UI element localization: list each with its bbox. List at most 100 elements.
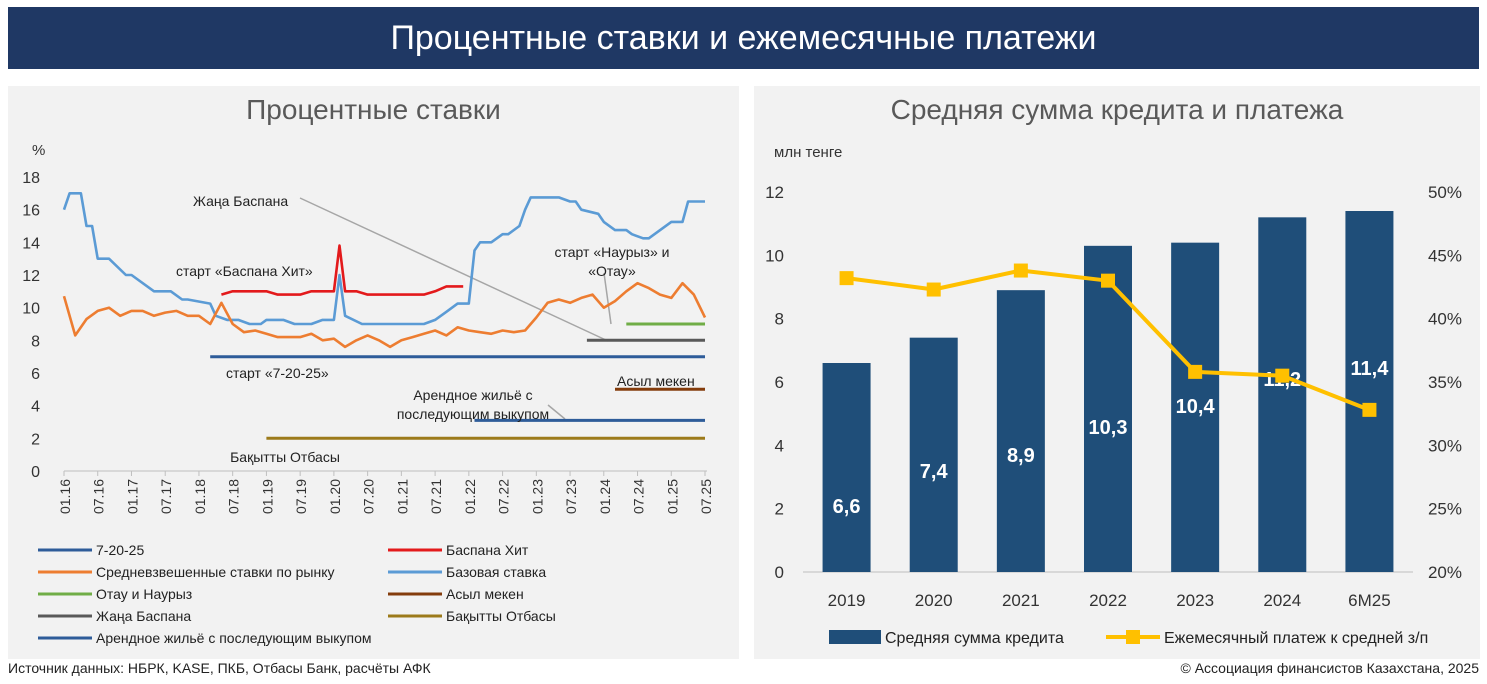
annotation-label: Бақытты Отбасы xyxy=(230,449,340,465)
annotation-label: старт «Наурыз» и «Отау» xyxy=(555,244,670,279)
rates-chart: % 0 2 4 6 8 10 12 14 16 18 01.16 07.16 01.17 07.17 01.1… xyxy=(22,142,714,646)
bar xyxy=(1258,217,1307,573)
legend-label: Отау и Наурыз xyxy=(96,586,192,602)
legend-label: Ежемесячный платеж к средней з/п xyxy=(1164,630,1428,647)
annotation-label: Асыл мекен xyxy=(617,373,695,389)
y-tick-label: 4 xyxy=(31,399,40,416)
data-source: Источник данных: НБРК, KASE, ПКБ, Отбасы… xyxy=(8,660,431,676)
bar xyxy=(1171,242,1220,572)
y-tick-label: 10 xyxy=(765,246,784,265)
x-tick-label: 01.22 xyxy=(462,479,478,514)
x-tick-label: 01.20 xyxy=(327,479,343,514)
x-tick-label: 2024 xyxy=(1263,591,1301,610)
series-line-1 xyxy=(221,244,464,296)
legend-label: Средняя сумма кредита xyxy=(885,630,1064,647)
y-tick-label: 2 xyxy=(775,500,784,519)
y-axis-unit: % xyxy=(32,142,45,159)
payment-ratio-marker xyxy=(1362,402,1377,417)
series-line-3 xyxy=(62,192,705,326)
x-tick-label: 6M25 xyxy=(1348,591,1391,610)
payment-ratio-marker xyxy=(1188,364,1203,379)
series-line-2 xyxy=(62,281,707,349)
x-tick-label: 01.21 xyxy=(394,479,410,514)
legend-label: Жаңа Баспана xyxy=(96,608,191,624)
bar-value-label: 10,4 xyxy=(1176,396,1216,418)
y-tick-label: 6 xyxy=(31,366,40,383)
banner-title: Процентные ставки и ежемесячные платежи xyxy=(8,7,1479,69)
bar xyxy=(822,363,871,572)
x-tick-label: 07.25 xyxy=(698,479,714,514)
x-tick-label: 01.16 xyxy=(57,479,73,514)
annotation-label: старт «Баспана Хит» xyxy=(176,263,313,279)
x-tick-label: 07.22 xyxy=(496,479,512,514)
y-tick-label: 6 xyxy=(775,373,784,392)
x-tick-label: 07.23 xyxy=(563,479,579,514)
x-tick-label: 07.16 xyxy=(91,479,107,514)
y2-tick-label: 45% xyxy=(1428,246,1462,265)
x-tick-label: 2022 xyxy=(1089,591,1127,610)
payment-ratio-marker xyxy=(1013,263,1028,278)
bar-value-label: 8,9 xyxy=(1007,445,1035,467)
rates-chart-title: Процентные ставки xyxy=(246,94,501,125)
payment-ratio-marker xyxy=(839,271,854,286)
x-tick-label: 07.19 xyxy=(293,479,309,514)
legend-swatch xyxy=(829,630,881,644)
x-tick-label: 07.20 xyxy=(361,479,377,514)
bar xyxy=(1084,245,1132,573)
bar xyxy=(1345,211,1394,572)
loan-chart: млн тенге 0 2 4 6 8 10 12 20% 25% 30% 35% 40% 45% 50% 6… xyxy=(765,144,1462,647)
annotation-leader-line xyxy=(547,404,566,420)
y-tick-label: 0 xyxy=(31,464,40,481)
x-tick-label: 2020 xyxy=(915,591,953,610)
annotation-leader-line xyxy=(299,197,609,342)
y-tick-label: 4 xyxy=(775,436,784,455)
legend-label: Арендное жильё с последующим выкупом xyxy=(96,630,372,646)
y2-tick-label: 20% xyxy=(1428,563,1462,582)
y-tick-label: 0 xyxy=(775,563,784,582)
bar-value-label: 11,4 xyxy=(1351,358,1390,380)
y2-tick-label: 25% xyxy=(1428,500,1462,519)
y-tick-label: 16 xyxy=(22,203,40,220)
legend-label: Баспана Хит xyxy=(446,542,529,558)
x-tick-label: 01.17 xyxy=(124,479,140,514)
x-tick-label: 07.21 xyxy=(428,479,444,514)
legend-label: Асыл мекен xyxy=(446,586,524,602)
legend-label: Базовая ставка xyxy=(446,564,546,580)
annotation-label: старт «7-20-25» xyxy=(226,365,329,381)
annotation-leader-line xyxy=(603,272,612,325)
payment-ratio-marker xyxy=(1275,368,1290,383)
x-tick-label: 01.24 xyxy=(597,479,613,514)
y-tick-label: 12 xyxy=(22,268,40,285)
y-tick-label: 8 xyxy=(775,310,784,329)
y-tick-label: 8 xyxy=(31,333,40,350)
y-tick-label: 2 xyxy=(31,431,40,448)
bar-value-label: 6,6 xyxy=(833,496,861,518)
y-tick-label: 14 xyxy=(22,235,40,252)
payment-ratio-marker xyxy=(1101,273,1115,288)
legend-label: 7-20-25 xyxy=(96,542,144,558)
annotation-label: Жаңа Баспана xyxy=(193,193,288,209)
loan-chart-title: Средняя сумма кредита и платежа xyxy=(890,94,1344,125)
legend-label: Средневзвешенные ставки по рынку xyxy=(96,564,334,580)
x-tick-label: 01.18 xyxy=(192,479,208,514)
y2-tick-label: 40% xyxy=(1428,310,1462,329)
interest-rates-panel: Процентные ставки % 0 2 4 6 8 10 12 14 16 18 01.16 0… xyxy=(8,86,739,659)
x-tick-label: 2021 xyxy=(1002,591,1040,610)
x-tick-label: 01.25 xyxy=(664,479,680,514)
bar xyxy=(909,337,958,572)
y2-tick-label: 30% xyxy=(1428,436,1462,455)
bar-value-label: 7,4 xyxy=(920,461,949,483)
y-tick-label: 18 xyxy=(22,170,40,187)
legend-swatch-marker xyxy=(1126,630,1140,644)
x-tick-label: 07.24 xyxy=(631,479,647,514)
x-tick-label: 2019 xyxy=(828,591,866,610)
x-tick-label: 07.17 xyxy=(158,479,174,514)
x-tick-label: 07.18 xyxy=(226,479,242,514)
x-tick-label: 01.19 xyxy=(259,479,275,514)
bar-value-label: 10,3 xyxy=(1089,417,1128,439)
y-axis-unit: млн тенге xyxy=(774,144,842,161)
y2-tick-label: 35% xyxy=(1428,373,1462,392)
y-tick-label: 12 xyxy=(765,183,784,202)
x-tick-label: 01.23 xyxy=(529,479,545,514)
copyright: © Ассоциация финансистов Казахстана, 202… xyxy=(1180,660,1479,676)
